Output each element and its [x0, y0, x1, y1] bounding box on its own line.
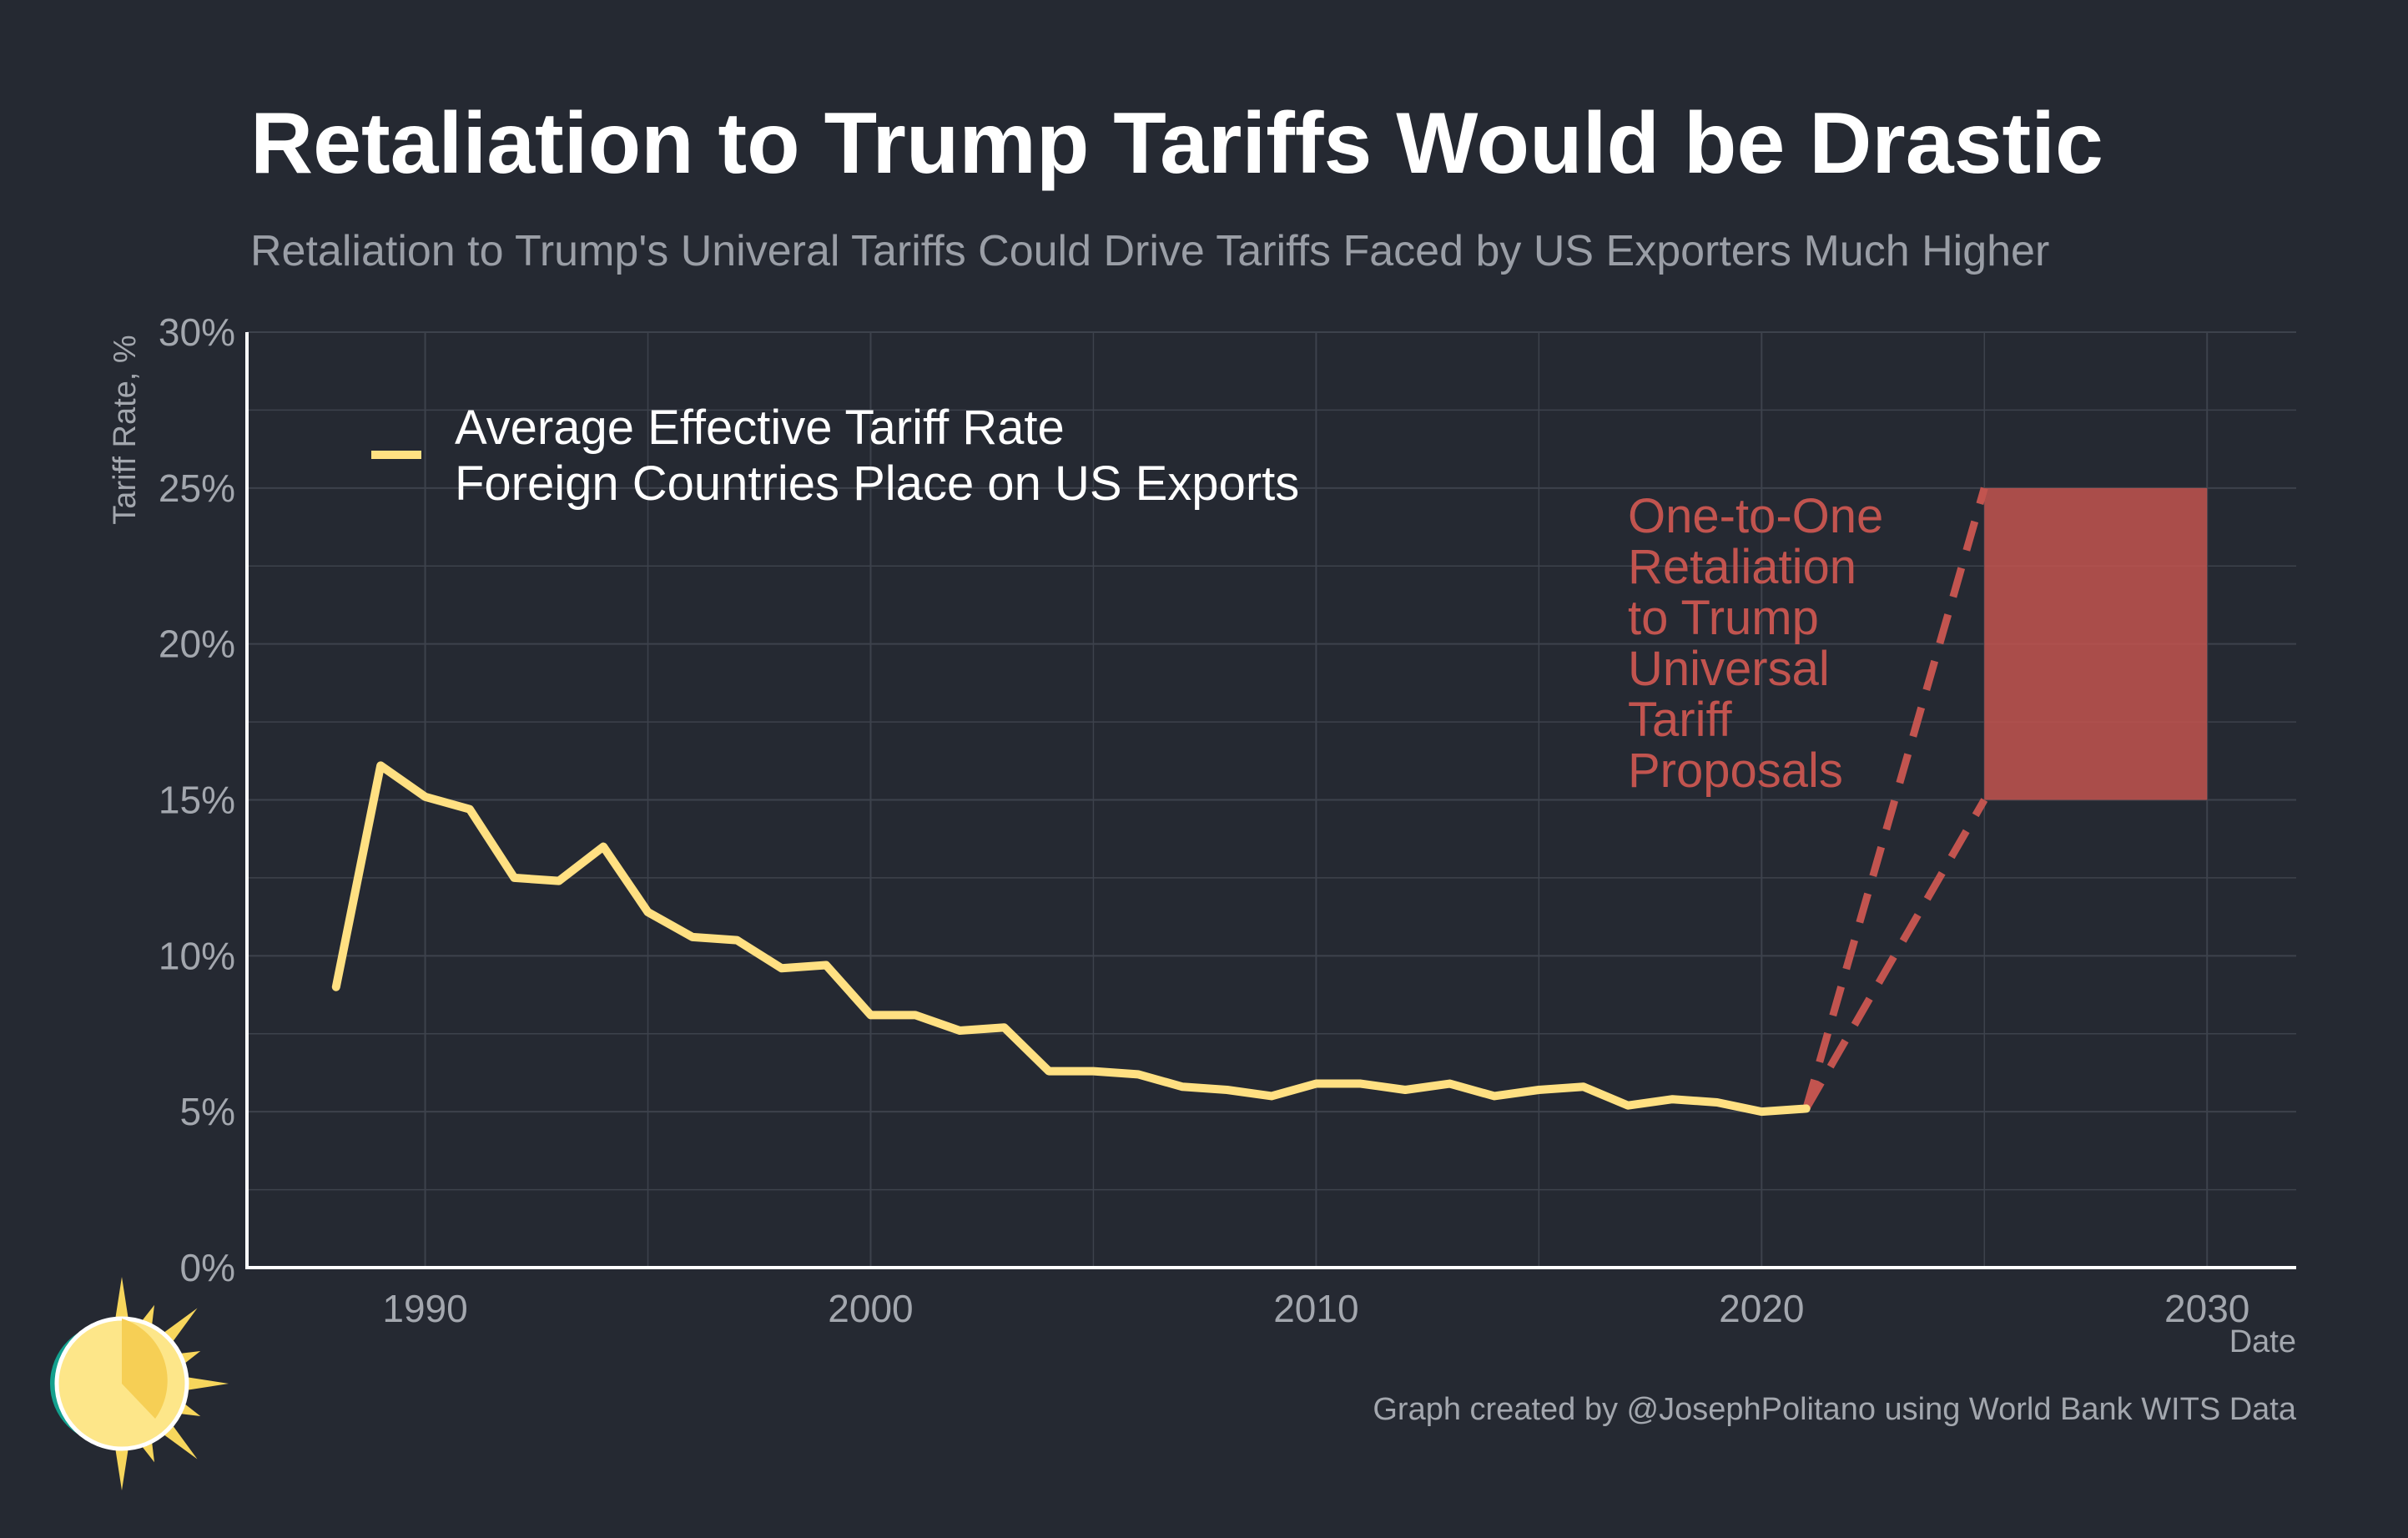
retaliation-range-box [1984, 487, 2208, 800]
x-tick-label: 2030 [2164, 1287, 2249, 1330]
series [331, 761, 1811, 1117]
y-axis-title: Tariff Rate, % [108, 335, 143, 524]
chart-title: Retaliation to Trump Tariffs Would be Dr… [250, 95, 2103, 192]
legend: Average Effective Tariff Rate Foreign Cou… [371, 401, 1299, 511]
chart-subtitle: Retaliation to Trump's Univeral Tariffs … [250, 227, 2049, 275]
retaliation-upper-dashed-line [1802, 487, 1988, 1110]
x-tick-label: 2000 [828, 1287, 913, 1330]
tick-labels: 0% 5% 10% 15% 20% 25% 30% 1990 2000 2010 2020 2030 [159, 310, 2249, 1330]
retaliation-projection: One-to-One Retaliation to Trump Universal Ta… [1628, 487, 2208, 1111]
retaliation-lower-dashed-line [1802, 798, 1988, 1111]
y-tick-label: 5% [180, 1090, 235, 1133]
x-axis-title: Date [2229, 1324, 2296, 1359]
y-tick-label: 25% [159, 466, 235, 510]
y-tick-label: 20% [159, 623, 235, 666]
sun-logo-icon [50, 1277, 229, 1490]
y-tick-label: 0% [180, 1246, 235, 1289]
axes [245, 332, 2296, 1269]
y-tick-label: 30% [159, 310, 235, 354]
x-tick-label: 2020 [1719, 1287, 1804, 1330]
retaliation-annotation: One-to-One Retaliation to Trump Universal Ta… [1628, 489, 1883, 798]
legend-label: Average Effective Tariff Rate Foreign Cou… [455, 401, 1299, 511]
y-tick-label: 10% [159, 934, 235, 977]
x-tick-label: 1990 [382, 1287, 467, 1330]
series-line-tariff-rate [331, 761, 1811, 1117]
x-tick-label: 2010 [1273, 1287, 1358, 1330]
chart-caption: Graph created by @JosephPolitano using W… [1373, 1392, 2297, 1427]
y-tick-label: 15% [159, 779, 235, 822]
